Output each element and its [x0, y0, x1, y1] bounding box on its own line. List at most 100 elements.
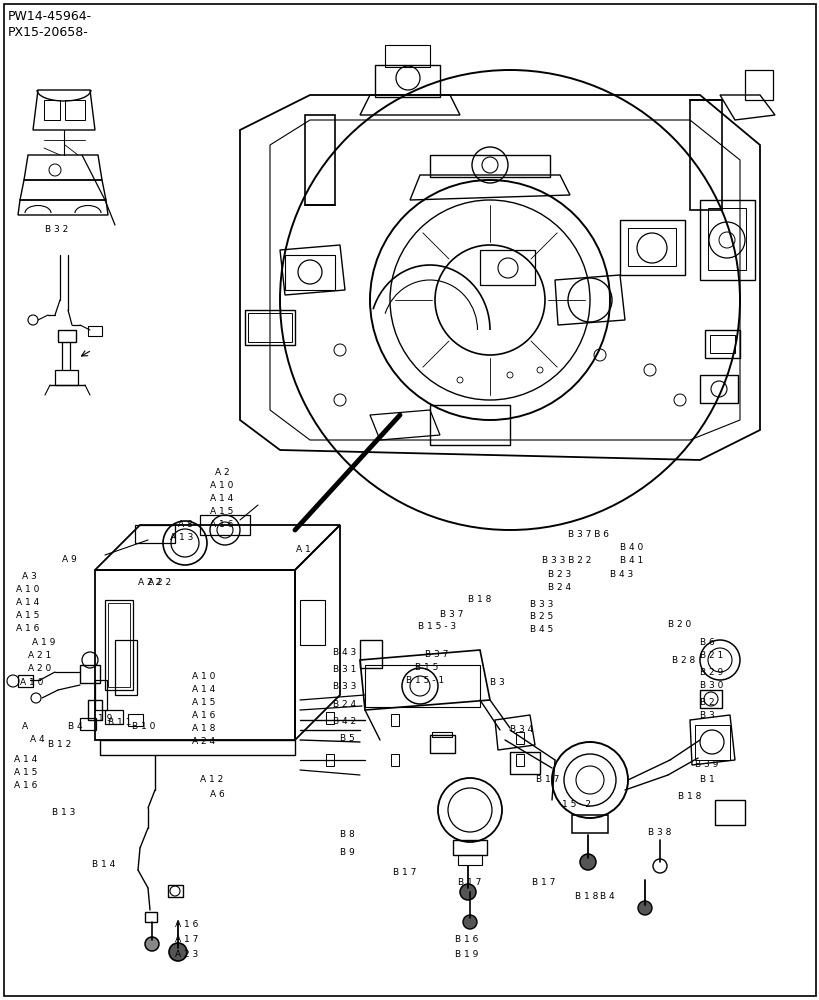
- Bar: [432, 732, 451, 737]
- Text: 1 5 - 2: 1 5 - 2: [561, 800, 590, 809]
- Bar: [305, 115, 335, 205]
- Bar: [515, 732, 523, 744]
- Bar: [744, 70, 772, 100]
- Text: B 2 9: B 2 9: [699, 668, 722, 677]
- Text: B 4 2: B 4 2: [333, 717, 355, 726]
- Bar: [695, 725, 729, 760]
- Text: A 2: A 2: [215, 468, 229, 477]
- Text: B 3 4: B 3 4: [509, 725, 532, 734]
- Text: B 4: B 4: [600, 892, 614, 901]
- Text: B 5: B 5: [340, 734, 355, 743]
- Text: B 3 7: B 3 7: [440, 610, 463, 619]
- Bar: [128, 714, 143, 726]
- Bar: [429, 735, 455, 753]
- Bar: [479, 250, 534, 285]
- Circle shape: [169, 943, 187, 961]
- Text: B 3 1: B 3 1: [333, 665, 356, 674]
- Text: B 4 3: B 4 3: [609, 570, 632, 579]
- Text: A 2 0: A 2 0: [28, 664, 52, 673]
- Text: B 1 8: B 1 8: [677, 792, 700, 801]
- Text: A 1 4: A 1 4: [14, 755, 37, 764]
- Bar: [88, 326, 102, 336]
- Text: A 1 5: A 1 5: [210, 507, 233, 516]
- Bar: [247, 313, 292, 342]
- Bar: [707, 208, 745, 270]
- Bar: [391, 754, 399, 766]
- Bar: [135, 525, 174, 543]
- Text: B 1 7: B 1 7: [392, 868, 416, 877]
- Text: A 1 6: A 1 6: [16, 624, 39, 633]
- Text: PW14-45964-: PW14-45964-: [8, 10, 92, 23]
- Text: B 3 3: B 3 3: [333, 682, 356, 691]
- Text: B 1 8: B 1 8: [468, 595, 491, 604]
- Text: A 1 5: A 1 5: [16, 611, 39, 620]
- Text: A 1: A 1: [296, 545, 310, 554]
- Bar: [572, 815, 607, 833]
- Bar: [145, 912, 156, 922]
- Text: B 1 1: B 1 1: [108, 718, 131, 727]
- Text: B 1 7: B 1 7: [532, 878, 554, 887]
- Bar: [200, 515, 250, 535]
- Bar: [360, 640, 382, 668]
- Bar: [364, 665, 479, 707]
- Text: A 1 3: A 1 3: [170, 533, 193, 542]
- Text: B 4: B 4: [68, 722, 83, 731]
- Bar: [429, 405, 509, 445]
- Text: A 4: A 4: [30, 735, 44, 744]
- Bar: [108, 603, 130, 687]
- Text: B 3: B 3: [490, 678, 505, 687]
- Bar: [88, 700, 102, 720]
- Text: B 1 3: B 1 3: [52, 808, 75, 817]
- Text: B 2 4: B 2 4: [547, 583, 570, 592]
- Circle shape: [637, 901, 651, 915]
- Bar: [709, 335, 734, 353]
- Text: A 1 0: A 1 0: [16, 585, 39, 594]
- Text: B 2 4: B 2 4: [333, 700, 355, 709]
- Text: A 6: A 6: [210, 790, 224, 799]
- Text: B 3 2: B 3 2: [45, 225, 68, 234]
- Text: B 9: B 9: [340, 848, 355, 857]
- Bar: [509, 752, 540, 774]
- Text: B 2 5: B 2 5: [529, 612, 553, 621]
- Text: B 2 8: B 2 8: [672, 656, 695, 665]
- Text: B 1 2: B 1 2: [48, 740, 71, 749]
- Text: B 4 0: B 4 0: [619, 543, 642, 552]
- Bar: [374, 65, 440, 97]
- Text: A 1 4: A 1 4: [210, 494, 233, 503]
- Text: A 1 9: A 1 9: [32, 638, 56, 647]
- Bar: [95, 680, 106, 710]
- Text: A 2 2: A 2 2: [147, 578, 171, 587]
- Bar: [452, 840, 486, 855]
- Bar: [689, 100, 721, 210]
- Text: B 8: B 8: [340, 830, 355, 839]
- Text: A 1 6: A 1 6: [174, 920, 198, 929]
- Circle shape: [463, 915, 477, 929]
- Bar: [704, 330, 739, 358]
- Text: B 1 5 - 3: B 1 5 - 3: [418, 622, 455, 631]
- Text: B 3 3: B 3 3: [529, 600, 553, 609]
- Text: A 3: A 3: [22, 572, 37, 581]
- Bar: [326, 754, 333, 766]
- Text: A 2 3: A 2 3: [174, 950, 198, 959]
- Text: B 1 4: B 1 4: [92, 860, 115, 869]
- Text: PX15-20658-: PX15-20658-: [8, 26, 88, 39]
- Text: A 1 4: A 1 4: [192, 685, 215, 694]
- Bar: [18, 675, 33, 687]
- Bar: [699, 200, 754, 280]
- Bar: [300, 600, 324, 645]
- Bar: [699, 690, 721, 708]
- Text: B 3 3 B 2 2: B 3 3 B 2 2: [541, 556, 590, 565]
- Text: B 1 8: B 1 8: [574, 892, 598, 901]
- Circle shape: [145, 937, 159, 951]
- Text: A 8: A 8: [178, 520, 192, 529]
- Text: A 1 0: A 1 0: [20, 678, 43, 687]
- Bar: [458, 855, 482, 865]
- Text: B 3: B 3: [699, 711, 714, 720]
- Bar: [699, 375, 737, 403]
- Text: B 3 0: B 3 0: [699, 681, 722, 690]
- Bar: [105, 710, 123, 724]
- Text: B 2 3: B 2 3: [547, 570, 571, 579]
- Text: B 1 5 - 1: B 1 5 - 1: [405, 676, 444, 685]
- Text: A 1 6: A 1 6: [192, 711, 215, 720]
- Text: B 1 6: B 1 6: [455, 935, 477, 944]
